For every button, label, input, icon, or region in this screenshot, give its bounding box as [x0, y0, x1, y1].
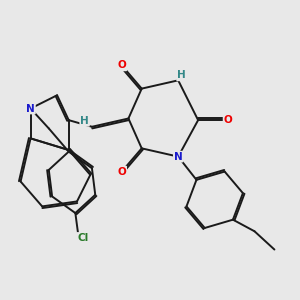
- Text: O: O: [117, 167, 126, 177]
- Text: H: H: [177, 70, 186, 80]
- Text: Cl: Cl: [77, 233, 88, 243]
- Text: O: O: [117, 60, 126, 70]
- Text: N: N: [26, 103, 35, 113]
- Text: O: O: [224, 115, 232, 125]
- Text: H: H: [80, 116, 89, 126]
- Text: N: N: [174, 152, 183, 162]
